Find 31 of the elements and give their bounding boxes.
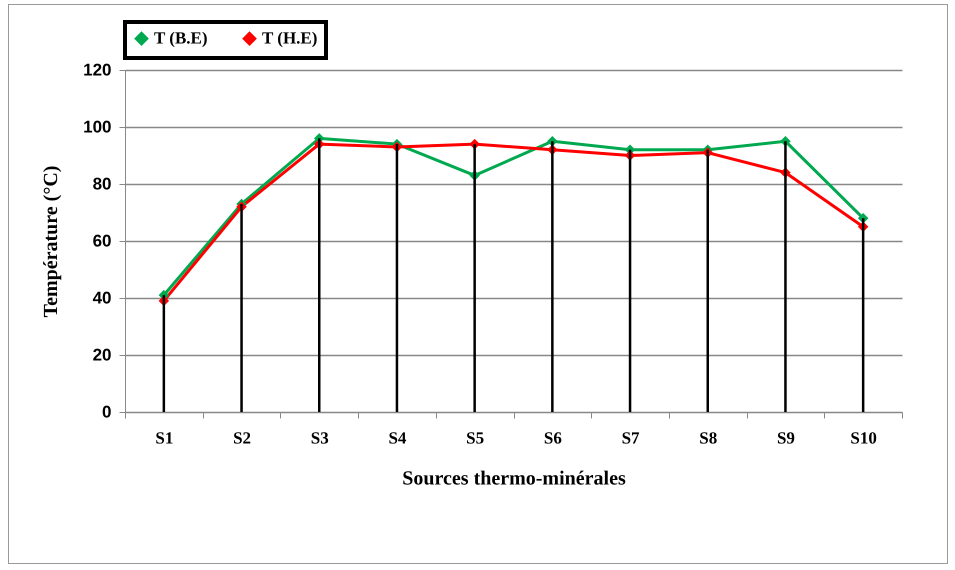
y-tick-label: 0 xyxy=(102,402,112,422)
y-tick-label: 40 xyxy=(92,288,112,308)
bar xyxy=(628,150,632,412)
y-tick-label: 60 xyxy=(92,232,112,250)
x-tick-label: S2 xyxy=(233,428,252,448)
y-axis-title: Température (°C) xyxy=(40,166,62,318)
bar xyxy=(473,144,476,412)
x-tick-label: S4 xyxy=(388,428,407,448)
bar xyxy=(396,144,398,412)
x-tick-label: S3 xyxy=(310,428,329,448)
bar xyxy=(706,150,709,412)
bar xyxy=(162,295,166,412)
x-tick-label: S1 xyxy=(155,428,174,448)
x-tick-label: S6 xyxy=(544,428,562,448)
bar xyxy=(318,138,320,412)
y-tick-label: 20 xyxy=(92,346,112,364)
bar xyxy=(862,218,864,412)
bar xyxy=(240,204,243,412)
x-axis-title: Sources thermo-minérales xyxy=(402,468,626,490)
x-tick-label: S8 xyxy=(699,428,718,448)
x-tick-label: S9 xyxy=(776,428,795,448)
y-tick-label: 120 xyxy=(83,60,112,80)
bar xyxy=(784,141,787,412)
bar xyxy=(551,141,554,412)
legend-label: T (B.E) xyxy=(154,28,208,48)
legend-label: T (H.E) xyxy=(262,28,318,48)
y-tick-label: 100 xyxy=(83,118,112,136)
x-tick-label: S5 xyxy=(466,428,484,448)
x-tick-label: S10 xyxy=(850,428,877,448)
y-tick-label: 80 xyxy=(92,174,112,194)
x-tick-label: S7 xyxy=(622,428,640,448)
